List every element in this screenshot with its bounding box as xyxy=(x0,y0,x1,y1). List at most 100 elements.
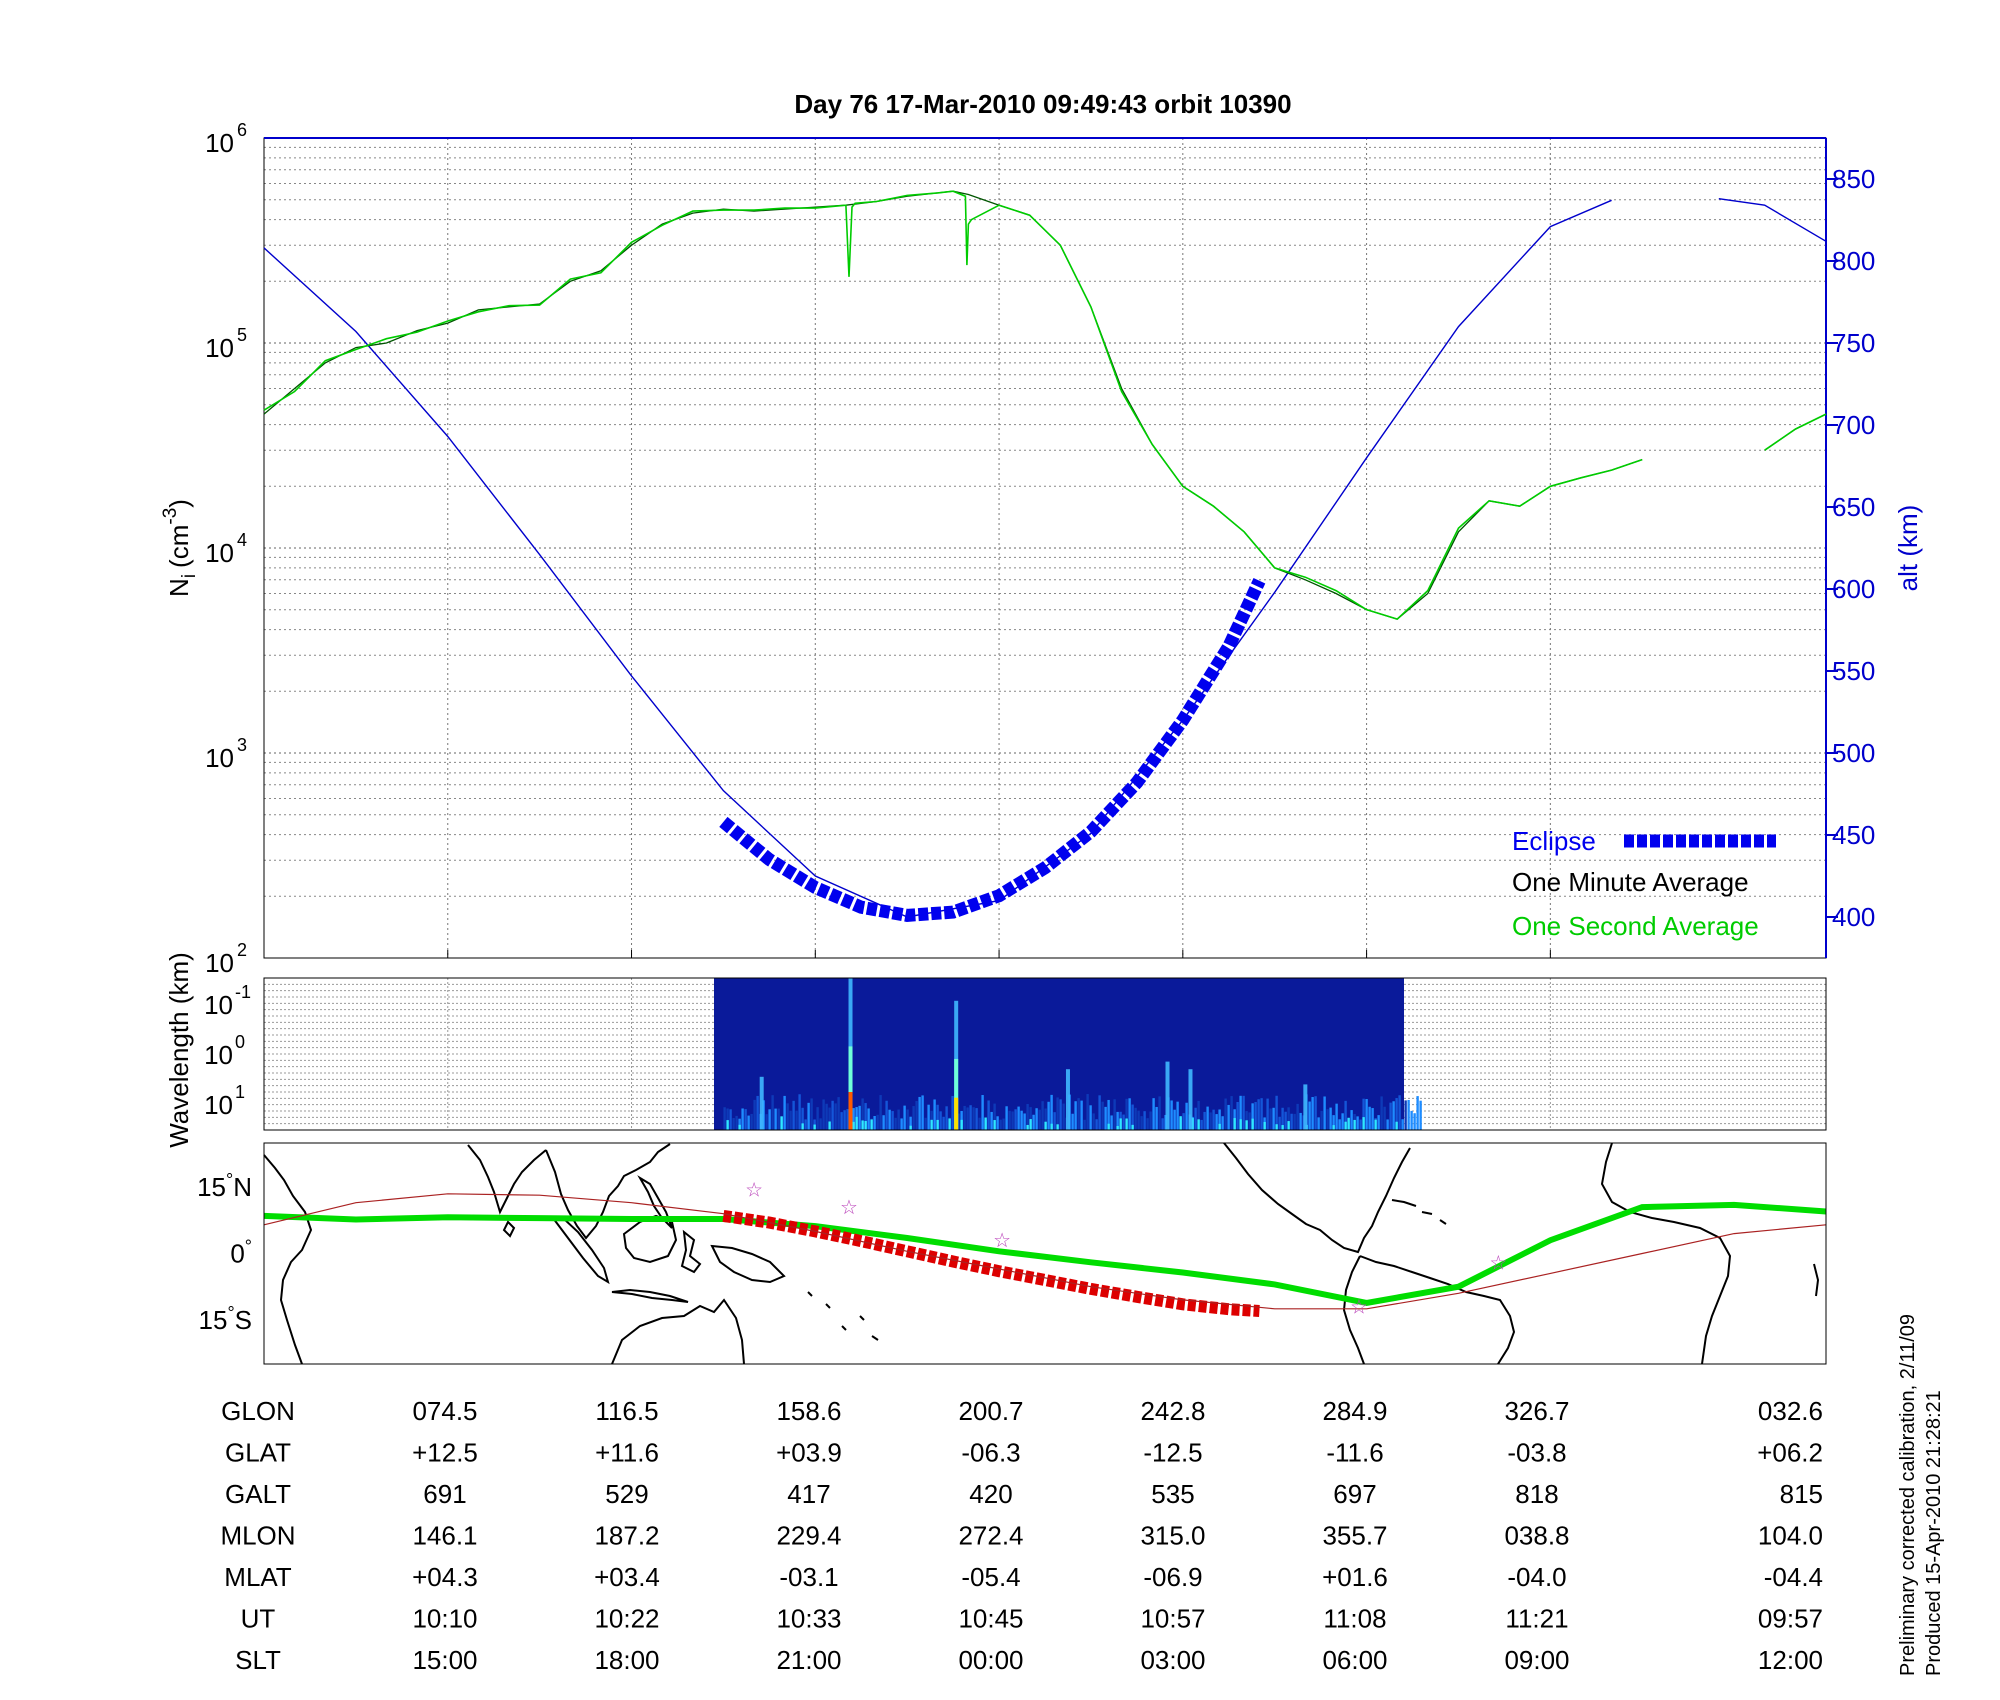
spectrogram-cell xyxy=(861,1120,864,1130)
map-panel: ☆ ☆ ☆ ☆ ☆ 15°N 0° 15°S xyxy=(197,1142,1827,1365)
spectrogram-cell xyxy=(1047,1101,1050,1130)
main-series-layer xyxy=(263,190,1827,922)
table-row-label: GLAT xyxy=(225,1438,291,1468)
spectrogram-cell xyxy=(777,1108,780,1130)
spectrogram-cell xyxy=(1149,1111,1152,1130)
table-cell: -03.1 xyxy=(779,1562,838,1592)
right-tick-label: 650 xyxy=(1832,492,1875,522)
spectrogram-cell xyxy=(894,1117,897,1130)
spectrogram-cell xyxy=(978,1117,981,1130)
spectrogram-cell xyxy=(1197,1119,1200,1130)
spectrogram-cell xyxy=(921,1095,924,1130)
left-tick-label: 10 3 xyxy=(205,735,247,773)
spectrogram-cell xyxy=(957,1113,960,1130)
spectrogram-cell xyxy=(1272,1107,1275,1130)
spectrogram-cell xyxy=(999,1119,1002,1130)
spectrogram-cell xyxy=(1254,1102,1257,1130)
spectrogram-cell xyxy=(936,1104,939,1130)
left-tick-exp: 4 xyxy=(237,530,247,550)
spectrogram-feature xyxy=(1065,1069,1070,1130)
map-tick-label: 15°S xyxy=(199,1303,252,1335)
spectrogram-cell xyxy=(1293,1113,1296,1130)
spectrogram-cell xyxy=(987,1100,990,1130)
spectrogram-cell xyxy=(1032,1114,1035,1130)
table-cell: 104.0 xyxy=(1758,1521,1823,1551)
left-tick-label: 10 6 xyxy=(205,120,247,158)
spectrogram-cell xyxy=(729,1109,732,1130)
spectrogram-cell xyxy=(1251,1118,1254,1130)
spectrogram-cell xyxy=(1203,1111,1206,1130)
spectrogram-cell xyxy=(1014,1109,1017,1130)
spectrogram-cell xyxy=(1359,1119,1362,1130)
spectrogram-cell xyxy=(807,1102,810,1130)
spectrogram-cell xyxy=(1116,1125,1119,1130)
spectrogram-cell xyxy=(1320,1110,1323,1130)
spectrogram-cell xyxy=(1131,1104,1134,1130)
right-tick-label: 600 xyxy=(1832,574,1875,604)
spectrogram-cell xyxy=(1170,1100,1173,1130)
spectrogram-cell xyxy=(738,1118,741,1130)
spectrogram-cell xyxy=(939,1111,942,1130)
spectrogram-feature xyxy=(1165,1061,1170,1130)
spectrogram-cell xyxy=(1050,1094,1053,1130)
spectrogram-cell xyxy=(1275,1124,1278,1130)
spectrogram-tick-label: 10 0 xyxy=(204,1032,245,1070)
credit-line-2: Produced 15-Apr-2010 21:28:21 xyxy=(1923,1390,1945,1676)
credit-line-1: Preliminary corrected calibration, 2/11/… xyxy=(1897,1314,1919,1676)
spectrogram-cell xyxy=(1191,1117,1194,1130)
spectrogram-cell xyxy=(1185,1102,1188,1130)
spectrogram-cell xyxy=(1407,1099,1410,1130)
spectrogram-tick-label: 10 -1 xyxy=(204,982,251,1020)
spectrogram-cell xyxy=(852,1108,855,1130)
spectrogram-cell xyxy=(888,1109,891,1130)
spectrogram-cell xyxy=(1179,1116,1182,1130)
spectrogram-feature-core xyxy=(954,1058,959,1130)
table-cell: -03.8 xyxy=(1507,1438,1566,1468)
table-cell: +12.5 xyxy=(412,1438,478,1468)
spectrogram-cell xyxy=(1350,1110,1353,1130)
spectrogram-cell xyxy=(1335,1103,1338,1130)
spectrogram-cell xyxy=(1383,1106,1386,1130)
spectrogram-cell xyxy=(996,1116,999,1130)
spectrogram-cell xyxy=(768,1109,771,1130)
spectrogram-cell xyxy=(1029,1107,1032,1130)
table-row-label: MLON xyxy=(220,1521,295,1551)
spectrogram-cell xyxy=(1116,1111,1119,1130)
coast-east-edge xyxy=(1813,1263,1820,1297)
spectrogram-cell xyxy=(1137,1110,1140,1130)
spectrogram-cell xyxy=(1005,1106,1008,1130)
spectrogram-cell xyxy=(1377,1115,1380,1130)
table-cell: 12:00 xyxy=(1758,1645,1823,1675)
spectrogram-cell xyxy=(1224,1098,1227,1130)
left-tick-label: 10 5 xyxy=(205,325,247,363)
spectrogram-cell xyxy=(1311,1097,1314,1130)
spectrogram-cell xyxy=(1215,1114,1218,1130)
coast-sulawesi xyxy=(680,1229,702,1274)
right-tick-label: 550 xyxy=(1832,656,1875,686)
spectrogram-cell xyxy=(969,1105,972,1130)
spectrogram-cell xyxy=(732,1118,735,1130)
spectrogram-cell xyxy=(1290,1113,1293,1130)
spectrogram-cell xyxy=(1053,1112,1056,1130)
coast-java xyxy=(611,1288,689,1303)
spectrogram-cell xyxy=(1107,1123,1110,1130)
left-tick-base: 10 xyxy=(205,538,234,568)
spectrogram-cell xyxy=(1041,1101,1044,1130)
spectrogram-cell xyxy=(945,1106,948,1130)
table-cell: -11.6 xyxy=(1326,1438,1383,1468)
spectrogram-cell xyxy=(1230,1096,1233,1130)
table-row-label: GLON xyxy=(221,1396,295,1426)
table-cell: +11.6 xyxy=(595,1438,659,1468)
spectrogram-cell xyxy=(1278,1116,1281,1130)
spectrogram-cell xyxy=(1125,1098,1128,1130)
spectrogram-cell xyxy=(873,1115,876,1130)
spectrogram-cell xyxy=(1281,1107,1284,1130)
spectrogram-cell xyxy=(792,1100,795,1130)
spectrogram-cell xyxy=(900,1118,903,1130)
table-cell: 697 xyxy=(1333,1479,1376,1509)
spectrogram-cell xyxy=(1266,1098,1269,1130)
table-cell: -04.0 xyxy=(1507,1562,1566,1592)
spectrogram-cell xyxy=(1221,1116,1224,1130)
spectrogram-cell xyxy=(1338,1119,1341,1130)
left-tick-base: 10 xyxy=(205,743,234,773)
